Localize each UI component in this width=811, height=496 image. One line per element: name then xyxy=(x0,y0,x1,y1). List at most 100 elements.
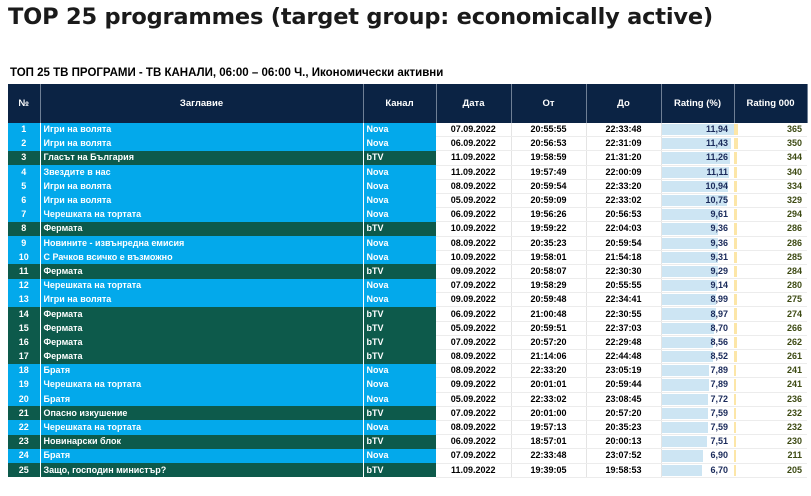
table-row: 24 Братя Nova 07.09.2022 22:33:48 23:07:52 6,9… xyxy=(8,448,807,464)
table-row: 13 Игри на волята Nova 09.09.2022 20:59:48 22… xyxy=(8,292,807,308)
rating-000-value: 232 xyxy=(786,407,802,418)
start-time-cell: 20:59:51 xyxy=(511,321,587,336)
table-row: 2 Игри на волята Nova 06.09.2022 20:56:53 22:… xyxy=(8,136,807,152)
channel-cell: bTV xyxy=(363,349,436,364)
rating-000-data-bar xyxy=(734,322,737,334)
title-cell: Гласът на България xyxy=(40,150,364,166)
end-time-cell: 22:33:20 xyxy=(586,179,662,194)
channel-cell: bTV xyxy=(363,321,436,336)
rating-percent-value: 6,70 xyxy=(710,464,728,475)
rating-percent-cell: 8,97 xyxy=(661,306,734,322)
rating-000-cell: 286 xyxy=(734,221,807,237)
rating-000-value: 211 xyxy=(787,450,802,461)
col-header-rating-000: Rating 000 xyxy=(734,84,808,123)
end-time-cell: 23:08:45 xyxy=(586,392,662,407)
title-cell: Игри на волята xyxy=(40,123,364,137)
rating-percent-value: 8,70 xyxy=(710,322,728,333)
date-cell: 07.09.2022 xyxy=(436,278,512,294)
channel-cell: Nova xyxy=(363,448,436,463)
title-cell: Черешката на тортата xyxy=(40,207,364,222)
table-row: 14 Фермата bTV 06.09.2022 21:00:48 22:30:55 8,… xyxy=(8,306,807,322)
rating-000-cell: 350 xyxy=(734,136,807,152)
start-time-cell: 20:59:48 xyxy=(511,292,587,308)
rating-percent-value: 9,36 xyxy=(710,223,728,234)
rank-cell: 12 xyxy=(8,278,41,293)
table-body: 1 Игри на волята Nova 07.09.2022 20:55:55 22:… xyxy=(8,123,807,478)
rank-cell: 5 xyxy=(8,179,41,194)
title-cell: Фермата xyxy=(40,306,364,322)
rating-000-data-bar xyxy=(734,450,737,462)
rating-percent-cell: 7,72 xyxy=(661,392,734,407)
rating-000-cell: 211 xyxy=(734,448,807,464)
date-cell: 05.09.2022 xyxy=(436,321,512,336)
channel-cell: Nova xyxy=(363,193,436,208)
end-time-cell: 22:44:48 xyxy=(586,349,662,365)
rating-data-bar xyxy=(661,421,708,434)
rating-percent-value: 9,29 xyxy=(710,265,728,276)
rating-data-bar xyxy=(661,450,704,462)
rating-000-value: 262 xyxy=(786,336,802,347)
rating-000-data-bar xyxy=(734,209,737,221)
rating-000-cell: 232 xyxy=(734,420,807,436)
date-cell: 09.09.2022 xyxy=(436,377,512,393)
end-time-cell: 22:31:09 xyxy=(586,136,662,152)
rating-percent-value: 7,89 xyxy=(710,379,728,390)
date-cell: 08.09.2022 xyxy=(436,349,512,365)
start-time-cell: 20:56:53 xyxy=(511,136,587,152)
title-cell: Братя xyxy=(40,448,364,463)
rating-data-bar xyxy=(661,393,709,405)
rating-000-data-bar xyxy=(734,194,738,207)
channel-cell: bTV xyxy=(363,434,436,449)
rating-data-bar xyxy=(661,166,729,178)
rating-000-value: 334 xyxy=(786,180,802,191)
title-cell: Черешката на тортата xyxy=(40,420,364,435)
rating-000-value: 205 xyxy=(786,464,802,475)
start-time-cell: 20:35:23 xyxy=(511,236,587,251)
end-time-cell: 20:56:53 xyxy=(586,207,662,223)
rating-000-value: 236 xyxy=(786,393,802,404)
end-time-cell: 22:30:30 xyxy=(586,264,662,280)
rating-percent-cell: 9,36 xyxy=(661,236,734,251)
end-time-cell: 20:00:13 xyxy=(586,434,662,450)
rank-cell: 15 xyxy=(8,321,41,336)
end-time-cell: 21:31:20 xyxy=(586,150,662,166)
rating-percent-value: 6,90 xyxy=(710,450,728,461)
date-cell: 11.09.2022 xyxy=(436,463,512,478)
rating-000-value: 274 xyxy=(786,308,802,319)
date-cell: 10.09.2022 xyxy=(436,221,512,237)
rating-000-value: 286 xyxy=(786,223,802,234)
table-row: 4 Звездите в нас Nova 11.09.2022 19:57:49 22:… xyxy=(8,165,807,180)
table-header-row: № Заглавие Канал Дата От До Rating (%) R… xyxy=(8,84,808,123)
title-cell: Фермата xyxy=(40,335,364,350)
rating-000-value: 241 xyxy=(786,379,802,390)
rating-000-value: 284 xyxy=(786,265,802,276)
start-time-cell: 20:01:00 xyxy=(511,406,587,421)
rating-data-bar xyxy=(661,138,731,150)
rating-000-cell: 340 xyxy=(734,165,807,180)
rating-000-cell: 241 xyxy=(734,363,807,379)
title-cell: Братя xyxy=(40,392,364,407)
rating-000-cell: 236 xyxy=(734,392,807,407)
rating-data-bar xyxy=(661,152,730,164)
start-time-cell: 19:58:59 xyxy=(511,150,587,166)
channel-cell: bTV xyxy=(363,335,436,350)
rating-000-value: 350 xyxy=(786,138,802,149)
rating-percent-cell: 9,31 xyxy=(661,250,734,265)
start-time-cell: 20:59:54 xyxy=(511,179,587,194)
rating-percent-cell: 8,56 xyxy=(661,335,734,351)
rating-000-cell: 329 xyxy=(734,193,807,209)
title-cell: Черешката на тортата xyxy=(40,377,364,393)
rating-percent-value: 10,75 xyxy=(705,195,728,206)
table-row: 10 С Рачков всичко е възможно Nova 10.09.20… xyxy=(8,250,807,265)
rating-percent-cell: 11,11 xyxy=(661,165,734,180)
start-time-cell: 19:57:13 xyxy=(511,420,587,436)
date-cell: 11.09.2022 xyxy=(436,165,512,180)
rank-cell: 17 xyxy=(8,349,41,364)
rating-percent-cell: 8,99 xyxy=(661,292,734,308)
start-time-cell: 22:33:48 xyxy=(511,448,587,464)
rating-percent-cell: 9,61 xyxy=(661,207,734,223)
title-cell: Черешката на тортата xyxy=(40,278,364,293)
end-time-cell: 23:07:52 xyxy=(586,448,662,464)
title-cell: Опасно изкушение xyxy=(40,406,364,421)
rank-cell: 4 xyxy=(8,165,41,180)
